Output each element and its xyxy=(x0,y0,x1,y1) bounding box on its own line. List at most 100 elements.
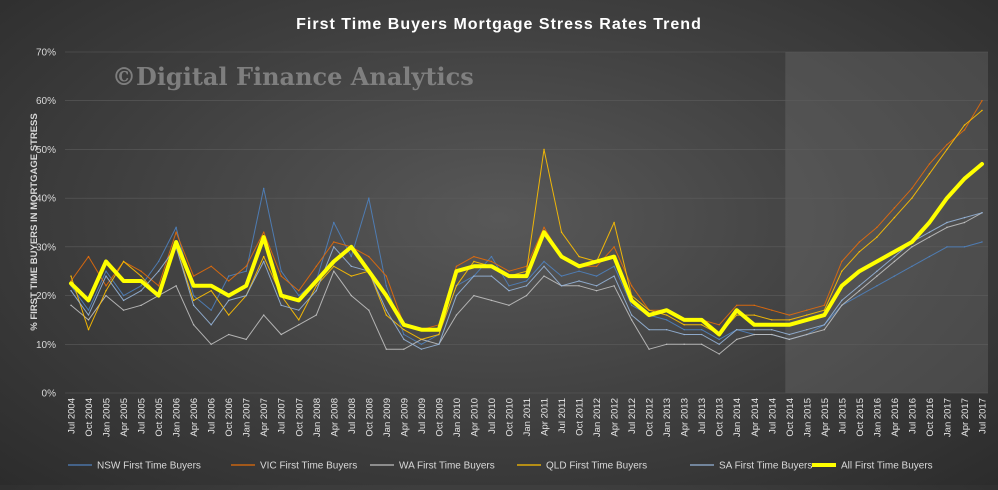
x-tick-label: Oct 2016 xyxy=(925,398,936,437)
data-point xyxy=(928,255,931,258)
data-point xyxy=(332,259,336,264)
data-point xyxy=(981,109,983,112)
data-point xyxy=(613,265,615,268)
data-point xyxy=(279,293,283,298)
x-tick-label: Jul 2004 xyxy=(67,398,78,434)
data-point xyxy=(245,265,247,268)
x-tick-label: Jul 2009 xyxy=(417,398,428,434)
data-point xyxy=(349,245,353,249)
data-point xyxy=(963,124,966,126)
data-point xyxy=(841,260,843,263)
data-point xyxy=(122,294,125,297)
data-point xyxy=(788,338,790,341)
data-point xyxy=(403,348,405,350)
data-point xyxy=(613,275,615,277)
y-tick-label: 30% xyxy=(36,242,56,253)
data-point xyxy=(578,280,580,282)
data-point xyxy=(963,216,966,219)
data-point xyxy=(314,279,318,283)
data-point xyxy=(105,270,107,272)
data-point xyxy=(298,290,300,292)
data-point xyxy=(140,285,142,287)
data-point xyxy=(648,309,650,311)
x-tick-label: Apr 2007 xyxy=(259,398,270,437)
data-point xyxy=(718,343,720,345)
x-tick-label: Oct 2008 xyxy=(364,398,375,437)
data-point xyxy=(403,328,405,331)
x-tick-label: Oct 2013 xyxy=(715,398,726,437)
data-point xyxy=(595,275,598,277)
data-point xyxy=(280,304,282,307)
data-point xyxy=(735,308,739,312)
data-point xyxy=(893,255,896,258)
data-point xyxy=(210,309,212,311)
data-point xyxy=(893,216,896,219)
data-point xyxy=(192,275,195,277)
data-point xyxy=(595,285,598,287)
data-point xyxy=(771,319,773,321)
data-point xyxy=(385,314,388,316)
data-point xyxy=(806,328,808,331)
data-point xyxy=(928,173,931,175)
data-point xyxy=(245,270,247,272)
x-tick-label: Jan 2016 xyxy=(872,398,883,437)
y-tick-label: 0% xyxy=(42,389,57,400)
data-point xyxy=(613,221,615,224)
x-tick-label: Jan 2011 xyxy=(522,398,533,436)
data-point xyxy=(490,260,493,263)
data-point xyxy=(105,294,107,297)
data-point xyxy=(139,279,143,283)
data-point xyxy=(69,281,73,285)
data-point xyxy=(876,275,878,277)
x-tick-label: Jan 2008 xyxy=(312,398,323,437)
data-point xyxy=(210,324,212,326)
data-point xyxy=(928,231,931,233)
data-point xyxy=(700,343,703,345)
y-tick-label: 10% xyxy=(36,340,56,351)
data-point xyxy=(752,323,756,327)
data-point xyxy=(963,246,966,248)
data-point xyxy=(245,294,247,297)
data-point xyxy=(385,285,388,287)
data-point xyxy=(454,269,459,273)
data-point xyxy=(857,269,861,273)
data-point xyxy=(630,298,634,303)
data-point xyxy=(613,285,615,287)
data-point xyxy=(771,333,773,336)
y-tick-label: 60% xyxy=(36,96,56,107)
data-point xyxy=(227,275,230,277)
data-point xyxy=(192,294,195,297)
data-point xyxy=(280,275,282,277)
data-point xyxy=(384,293,388,298)
data-point xyxy=(771,309,773,311)
data-point xyxy=(700,318,704,322)
x-tick-label: Jul 2016 xyxy=(907,398,918,434)
data-point xyxy=(333,221,335,224)
data-point xyxy=(280,333,282,336)
data-point xyxy=(683,328,685,331)
data-point xyxy=(946,143,948,146)
data-point xyxy=(911,187,913,190)
data-point xyxy=(665,319,668,321)
x-tick-label: Apr 2008 xyxy=(329,398,340,437)
data-point xyxy=(70,275,72,277)
data-point xyxy=(805,318,809,322)
data-point xyxy=(543,275,545,277)
data-point xyxy=(980,162,984,166)
data-point xyxy=(823,324,826,326)
x-tick-label: Jul 2017 xyxy=(978,398,989,434)
data-point xyxy=(665,314,668,316)
data-point xyxy=(105,285,107,287)
data-point xyxy=(402,323,406,327)
data-point xyxy=(578,285,580,287)
data-point xyxy=(892,250,897,254)
legend-label: All First Time Buyers xyxy=(841,461,933,472)
x-tick-label: Oct 2004 xyxy=(84,398,95,437)
data-point xyxy=(455,265,458,268)
data-point xyxy=(437,328,441,332)
data-point xyxy=(87,314,90,316)
x-tick-label: Jan 2007 xyxy=(242,398,253,437)
data-point xyxy=(841,299,843,302)
data-point xyxy=(140,290,142,292)
x-tick-label: Jan 2005 xyxy=(102,398,113,437)
